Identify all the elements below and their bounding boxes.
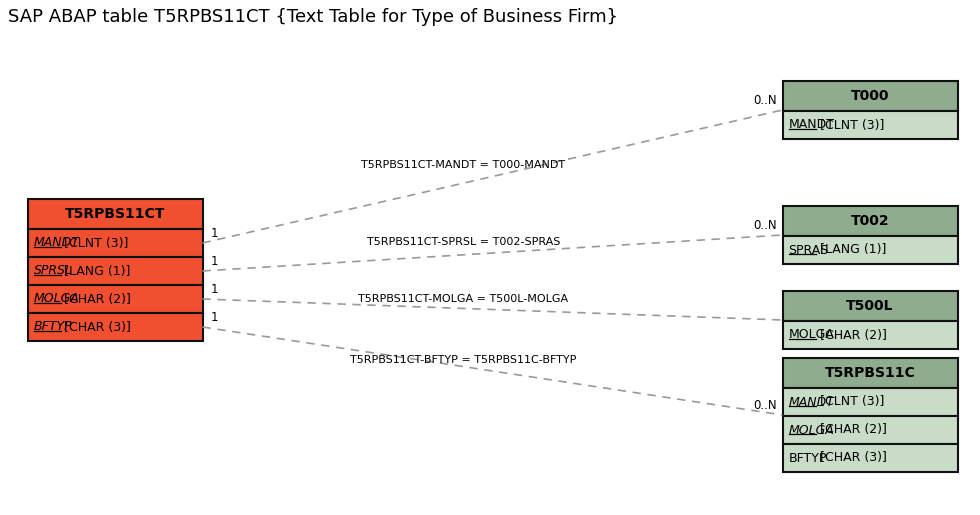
- Text: 1: 1: [211, 283, 218, 296]
- Text: T002: T002: [851, 214, 889, 228]
- Bar: [782, 358, 957, 388]
- Text: MANDT: MANDT: [33, 236, 79, 249]
- Text: T5RPBS11CT-BFTYP = T5RPBS11C-BFTYP: T5RPBS11CT-BFTYP = T5RPBS11C-BFTYP: [350, 355, 576, 365]
- Text: MOLGA: MOLGA: [789, 423, 834, 437]
- Bar: [782, 81, 957, 111]
- Text: T5RPBS11CT-MOLGA = T500L-MOLGA: T5RPBS11CT-MOLGA = T500L-MOLGA: [359, 294, 568, 303]
- Text: SPRSL: SPRSL: [33, 265, 73, 278]
- Text: 1: 1: [211, 227, 218, 240]
- Bar: [782, 236, 957, 264]
- Text: T5RPBS11CT: T5RPBS11CT: [65, 207, 166, 221]
- Text: T5RPBS11CT-SPRSL = T002-SPRAS: T5RPBS11CT-SPRSL = T002-SPRAS: [367, 237, 561, 247]
- Text: T5RPBS11CT-MANDT = T000-MANDT: T5RPBS11CT-MANDT = T000-MANDT: [362, 161, 565, 170]
- Text: MOLGA: MOLGA: [789, 329, 834, 341]
- Bar: [27, 313, 203, 341]
- Text: SAP ABAP table T5RPBS11CT {Text Table for Type of Business Firm}: SAP ABAP table T5RPBS11CT {Text Table fo…: [8, 8, 618, 26]
- Bar: [782, 388, 957, 416]
- Text: T000: T000: [851, 89, 889, 103]
- Text: 0..N: 0..N: [753, 94, 776, 107]
- Text: 1: 1: [211, 255, 218, 268]
- Text: T5RPBS11C: T5RPBS11C: [824, 366, 915, 380]
- Text: [LANG (1)]: [LANG (1)]: [61, 265, 131, 278]
- Text: [CHAR (2)]: [CHAR (2)]: [815, 423, 886, 437]
- Text: [CLNT (3)]: [CLNT (3)]: [815, 396, 884, 408]
- Text: [CHAR (2)]: [CHAR (2)]: [61, 293, 131, 305]
- Text: MANDT: MANDT: [789, 396, 834, 408]
- Bar: [782, 321, 957, 349]
- Bar: [27, 257, 203, 285]
- Bar: [782, 416, 957, 444]
- Text: BFTYP: BFTYP: [33, 320, 73, 334]
- Bar: [27, 285, 203, 313]
- Text: [CLNT (3)]: [CLNT (3)]: [61, 236, 129, 249]
- Text: MANDT: MANDT: [789, 118, 835, 131]
- Text: 0..N: 0..N: [753, 399, 776, 412]
- Bar: [782, 444, 957, 472]
- Bar: [27, 229, 203, 257]
- Text: [CLNT (3)]: [CLNT (3)]: [815, 118, 884, 131]
- Text: 0..N: 0..N: [753, 219, 776, 232]
- Text: [LANG (1)]: [LANG (1)]: [815, 244, 886, 256]
- Bar: [782, 206, 957, 236]
- Text: [CHAR (2)]: [CHAR (2)]: [815, 329, 886, 341]
- Bar: [27, 199, 203, 229]
- Text: [CHAR (3)]: [CHAR (3)]: [61, 320, 131, 334]
- Text: [CHAR (3)]: [CHAR (3)]: [815, 452, 886, 465]
- Bar: [782, 291, 957, 321]
- Text: T500L: T500L: [847, 299, 894, 313]
- Text: BFTYP: BFTYP: [789, 452, 827, 465]
- Bar: [782, 111, 957, 139]
- Text: MOLGA: MOLGA: [33, 293, 79, 305]
- Text: 1: 1: [211, 311, 218, 324]
- Text: SPRAS: SPRAS: [789, 244, 829, 256]
